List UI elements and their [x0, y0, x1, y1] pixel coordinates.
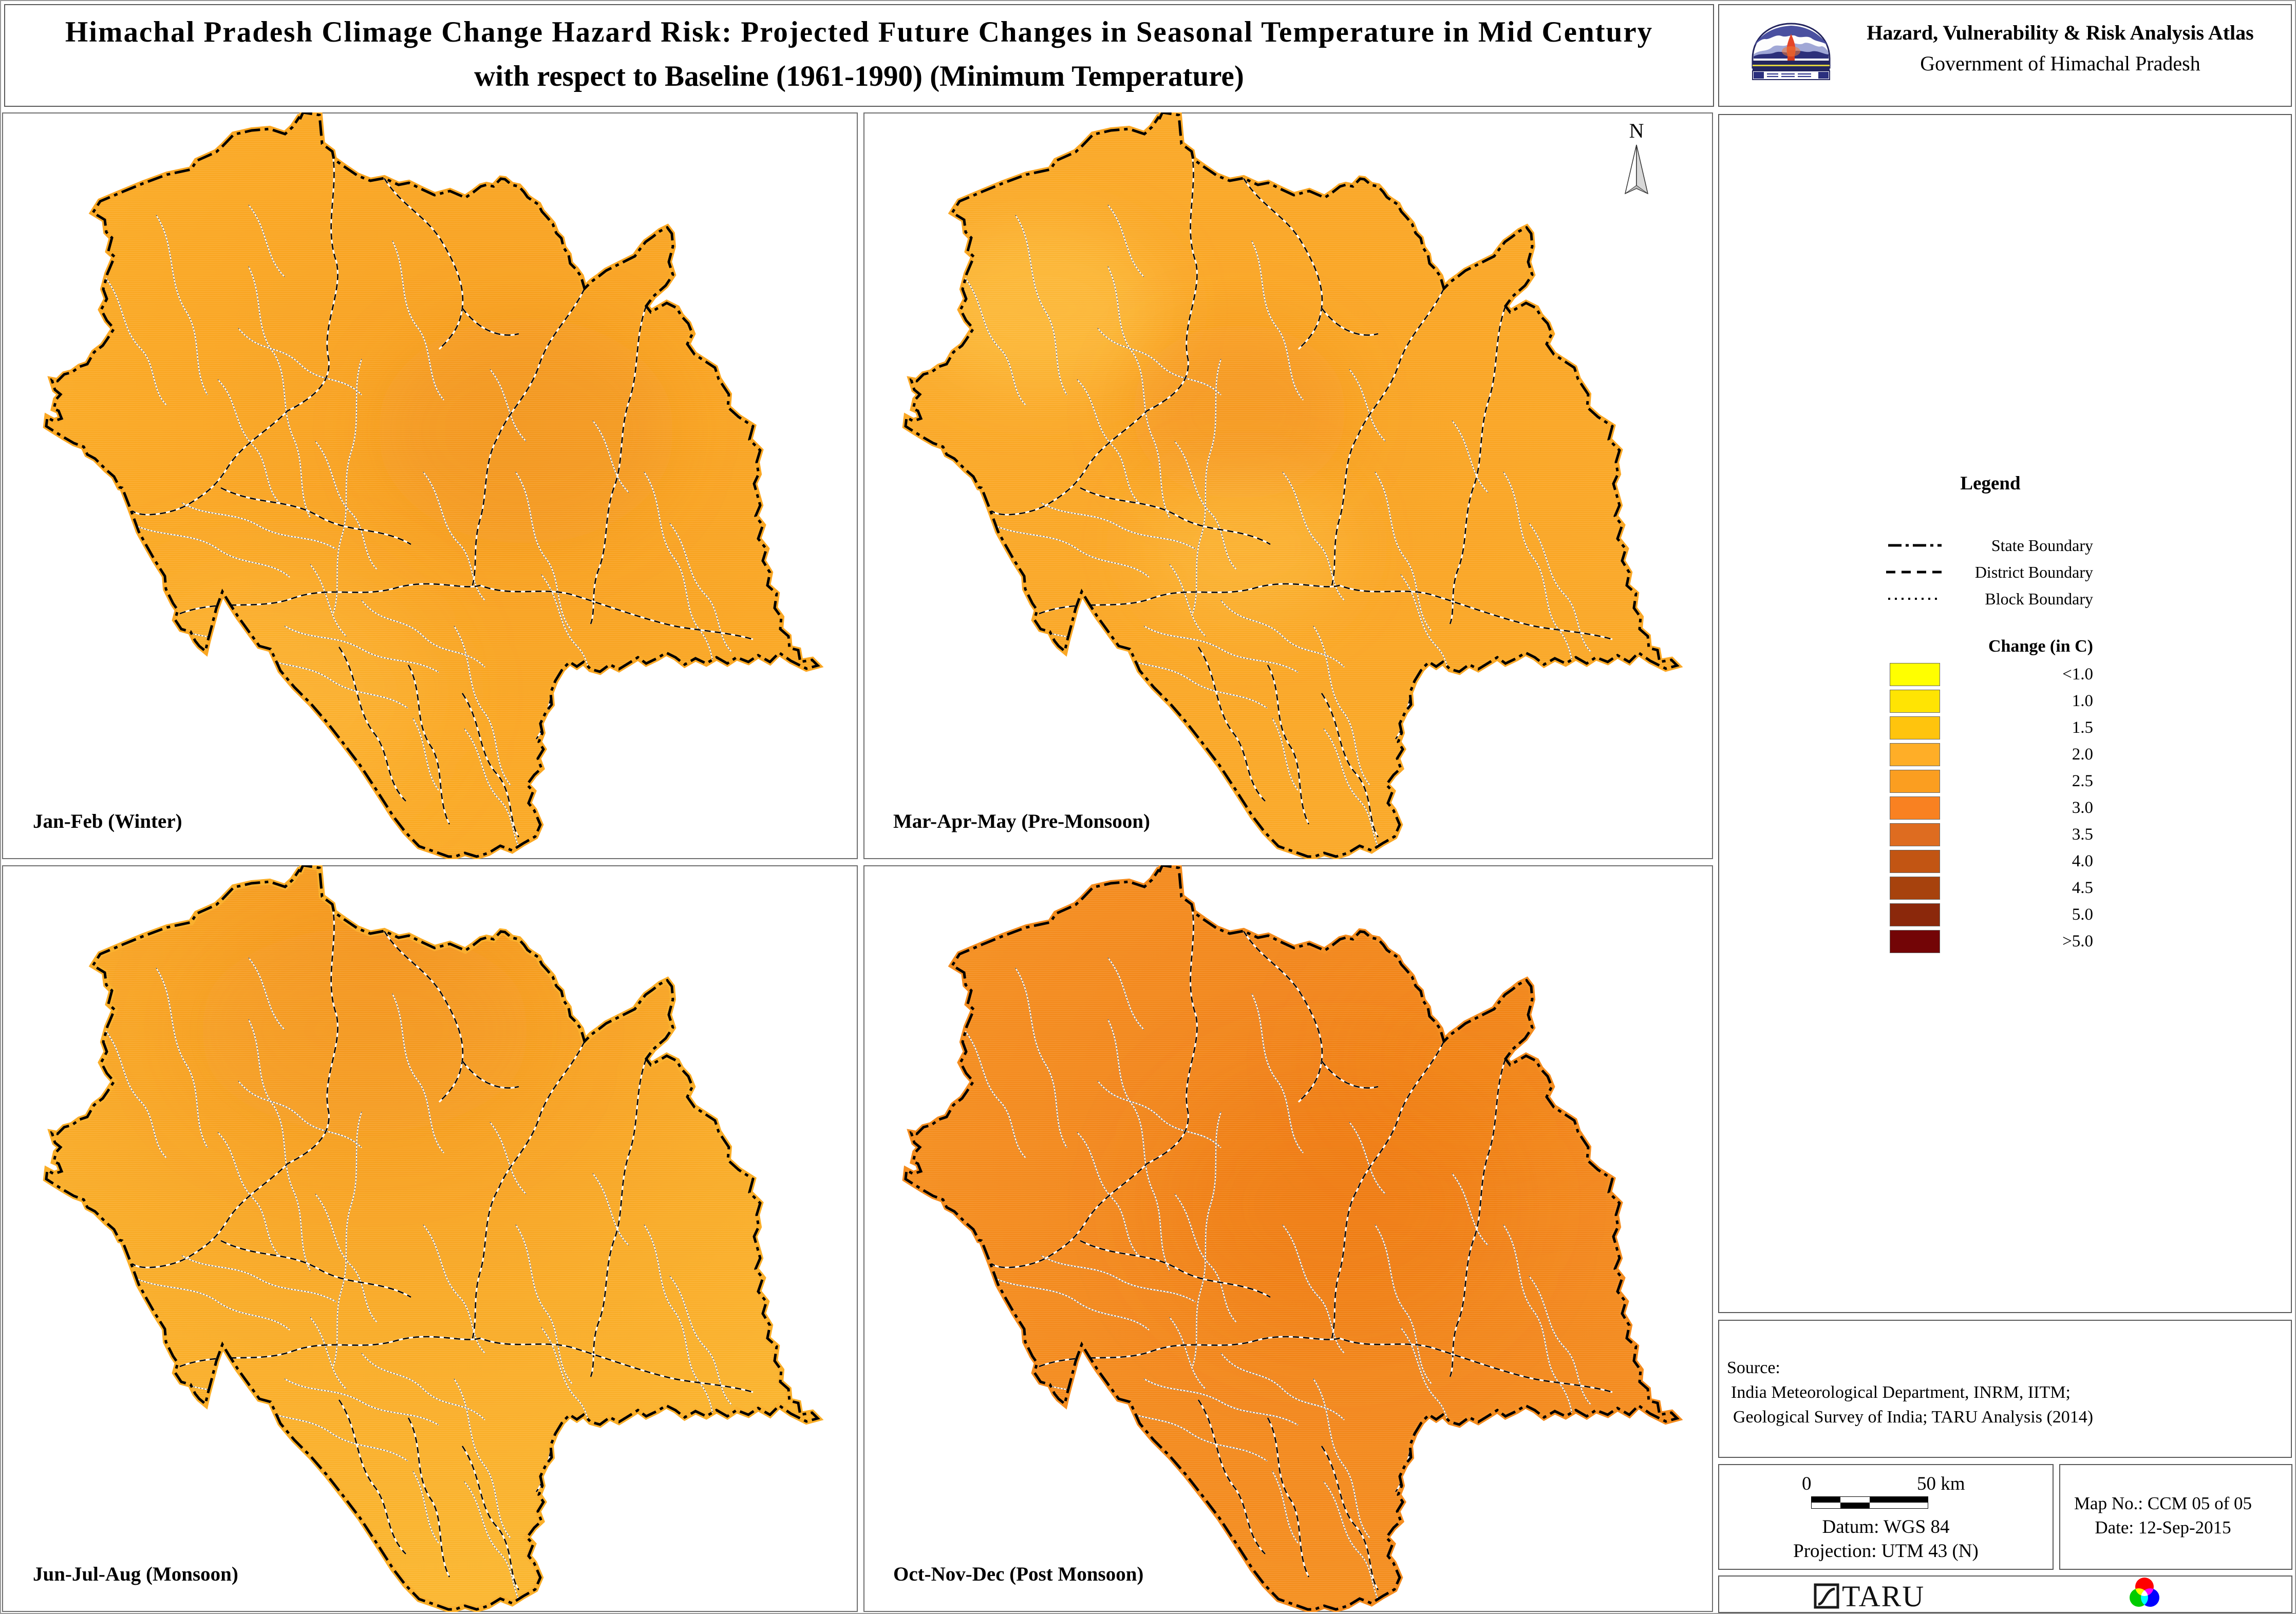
svg-text:TARU: TARU: [1842, 1580, 1925, 1610]
svg-text:N: N: [1629, 119, 1644, 142]
